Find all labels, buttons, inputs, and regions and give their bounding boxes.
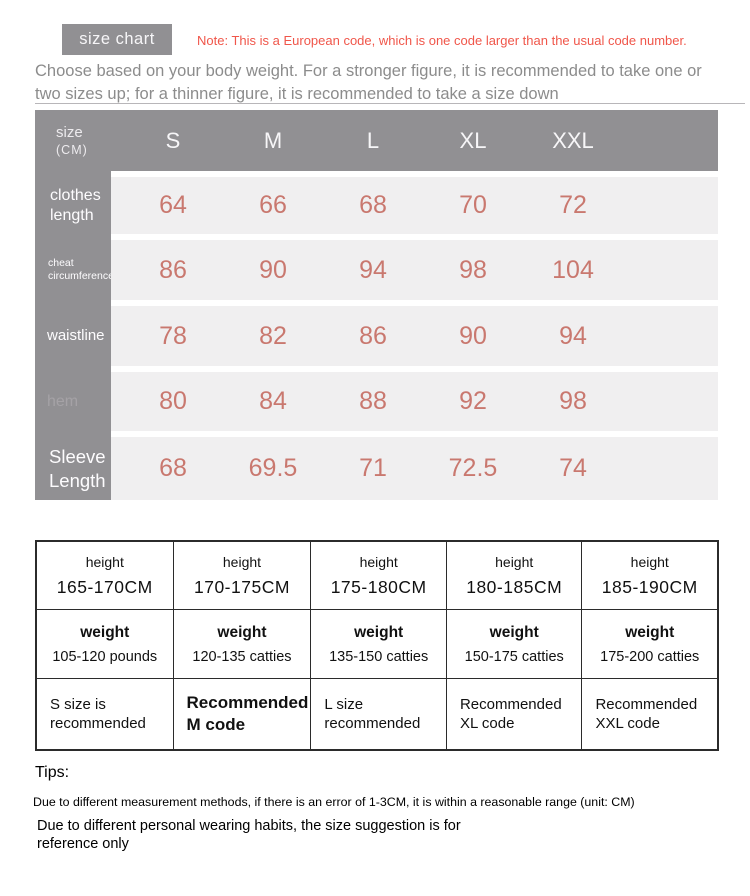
row-label-waistline: waistline <box>47 326 105 344</box>
sleeve-m: 69.5 <box>248 454 298 482</box>
fit-recommendation-table: height 165-170CM height 170-175CM height… <box>35 540 719 751</box>
table-row: 80 84 88 92 98 <box>111 372 718 431</box>
size-header-l: L <box>366 127 380 153</box>
size-unit-corner-cell: size (CM) <box>35 110 111 171</box>
weight-cell-s: weight 105-120 pounds <box>37 609 173 678</box>
recommendation-xxl: Recommended XXL code <box>581 678 717 749</box>
chest-m: 90 <box>259 255 287 284</box>
weight-label: weight <box>217 623 267 641</box>
table-row: 64 66 68 70 72 <box>111 177 718 234</box>
recommendation-l: L size recommended <box>310 678 446 749</box>
measurement-table-header-band <box>35 110 718 171</box>
hem-xl: 92 <box>459 387 487 415</box>
clothes-length-m: 66 <box>259 191 287 219</box>
row-label-chest-circumference: cheat circumference <box>48 256 114 282</box>
weight-range-l: 135-150 catties <box>329 648 429 665</box>
european-code-note: Note: This is a European code, which is … <box>197 33 687 48</box>
size-header-xl: XL <box>459 127 487 153</box>
clothes-length-xxl: 72 <box>559 191 587 219</box>
weight-label: weight <box>625 623 675 641</box>
height-range-xxl: 185-190CM <box>601 576 698 597</box>
corner-size-label: size <box>56 124 83 141</box>
size-header-xxl: XXL <box>552 127 594 153</box>
recommendation-m: Recommended M code <box>172 678 311 749</box>
height-cell-l: height 175-180CM <box>310 542 446 609</box>
tips-reference-note: Due to different personal wearing habits… <box>37 818 461 852</box>
weight-label: weight <box>489 623 539 641</box>
height-cell-xl: height 180-185CM <box>445 542 582 609</box>
weight-cell-m: weight 120-135 catties <box>172 609 311 678</box>
height-cell-m: height 170-175CM <box>172 542 311 609</box>
chest-l: 94 <box>359 255 387 284</box>
waistline-xl: 90 <box>459 321 487 350</box>
height-label: height <box>85 553 124 570</box>
weight-cell-xxl: weight 175-200 catties <box>581 609 717 678</box>
size-header-m: M <box>263 127 283 153</box>
size-column-headers: S M L XL XXL <box>123 110 623 171</box>
chest-s: 86 <box>159 255 187 284</box>
hem-s: 80 <box>159 387 187 415</box>
row-label-sleeve-length: Sleeve Length <box>49 446 106 491</box>
weight-label: weight <box>354 623 404 641</box>
waistline-s: 78 <box>159 321 187 350</box>
row-label-hem: hem <box>47 392 79 410</box>
table-row: 86 90 94 98 104 <box>111 240 718 300</box>
chest-xxl: 104 <box>552 255 594 284</box>
sleeve-xxl: 74 <box>559 454 587 482</box>
height-range-s: 165-170CM <box>56 576 153 597</box>
sleeve-s: 68 <box>159 454 187 482</box>
measurement-table-label-column <box>35 110 111 500</box>
sizing-advice-text: Choose based on your body weight. For a … <box>35 62 702 104</box>
weight-cell-xl: weight 150-175 catties <box>445 609 582 678</box>
hem-xxl: 98 <box>559 387 587 415</box>
height-cell-s: height 165-170CM <box>37 542 173 609</box>
height-cell-xxl: height 185-190CM <box>581 542 717 609</box>
tips-title: Tips: <box>35 764 70 781</box>
waistline-m: 82 <box>259 321 287 350</box>
chest-xl: 98 <box>459 255 487 284</box>
height-label: height <box>630 553 669 570</box>
height-label: height <box>222 553 262 570</box>
weight-range-xxl: 175-200 catties <box>600 648 700 665</box>
clothes-length-xl: 70 <box>459 191 487 219</box>
height-range-m: 170-175CM <box>193 576 290 597</box>
tips-measurement-note: Due to different measurement methods, if… <box>33 795 635 809</box>
clothes-length-l: 68 <box>359 191 387 219</box>
measurement-table: size (CM) S M L XL XXL clothes length 64… <box>35 110 718 500</box>
recommendation-s: S size is recommended <box>37 678 173 749</box>
weight-cell-l: weight 135-150 catties <box>310 609 446 678</box>
recommendation-xl: Recommended XL code <box>445 678 582 749</box>
waistline-l: 86 <box>359 321 387 350</box>
height-range-l: 175-180CM <box>330 576 427 597</box>
table-row: 68 69.5 71 72.5 74 <box>111 437 718 500</box>
weight-range-xl: 150-175 catties <box>464 648 564 665</box>
size-header-s: S <box>165 127 181 153</box>
height-label: height <box>359 553 398 570</box>
size-chart-button[interactable]: size chart <box>62 24 172 55</box>
weight-range-m: 120-135 catties <box>192 648 292 665</box>
sleeve-xl: 72.5 <box>448 454 498 482</box>
row-label-clothes-length: clothes length <box>50 186 101 224</box>
sleeve-l: 71 <box>359 454 387 482</box>
weight-label: weight <box>80 623 130 641</box>
hem-l: 88 <box>359 387 387 415</box>
height-label: height <box>495 553 534 570</box>
header-divider <box>35 103 745 104</box>
height-range-xl: 180-185CM <box>466 576 563 597</box>
hem-m: 84 <box>259 387 287 415</box>
table-row: 78 82 86 90 94 <box>111 306 718 366</box>
clothes-length-s: 64 <box>159 191 187 219</box>
waistline-xxl: 94 <box>559 321 587 350</box>
corner-unit-label: (CM) <box>56 143 88 157</box>
weight-range-s: 105-120 pounds <box>52 648 158 665</box>
